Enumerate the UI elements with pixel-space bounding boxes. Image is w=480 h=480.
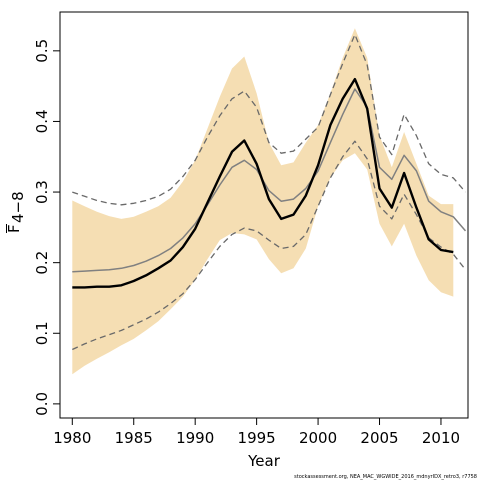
x-tick-label: 1990 xyxy=(176,429,214,447)
estimate-line xyxy=(72,77,454,289)
x-tick-label: 1985 xyxy=(115,429,153,447)
confidence-band-layer xyxy=(72,28,454,375)
plot-frame xyxy=(59,11,469,419)
footnote: stockassessment.org, NEA_MAC_WGWIDE_2016… xyxy=(294,474,477,480)
y-axis-label-subscript: 4−8 xyxy=(9,191,27,223)
confidence-band xyxy=(72,28,454,375)
y-tick-label: 0.3 xyxy=(33,180,51,204)
y-tick-label: 0.5 xyxy=(33,39,51,63)
x-tick-label: 2005 xyxy=(360,429,398,447)
series-lines-layer xyxy=(72,33,467,351)
x-tick-label: 1980 xyxy=(53,429,91,447)
x-tick-label: 2010 xyxy=(422,429,460,447)
y-tick-label: 0.1 xyxy=(33,321,51,345)
x-tick-label: 1995 xyxy=(238,429,276,447)
reference-estimate-line xyxy=(72,88,467,273)
y-tick-label: 0.0 xyxy=(33,392,51,416)
x-axis: 1980 1985 1990 1995 2000 2005 2010 xyxy=(53,418,460,447)
x-axis-label: Year xyxy=(247,452,281,470)
reference-upper-dashed-line xyxy=(72,33,466,206)
x-tick-label: 2000 xyxy=(299,429,337,447)
y-tick-label: 0.4 xyxy=(33,109,51,133)
reference-lower-dashed-line xyxy=(72,140,467,351)
y-axis-label-main: F xyxy=(5,224,23,233)
y-axis-label: F 4−8 xyxy=(5,191,27,233)
y-tick-label: 0.2 xyxy=(33,251,51,275)
y-axis: 0.0 0.1 0.2 0.3 0.4 0.5 xyxy=(33,39,60,416)
